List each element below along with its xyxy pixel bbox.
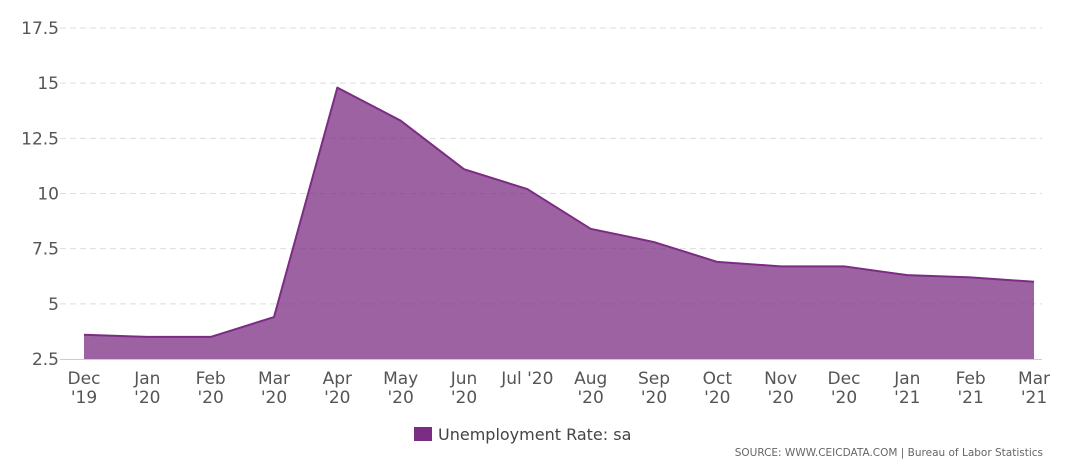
- y-tick-label: 17.5: [21, 19, 59, 39]
- y-tick-label: 15: [37, 74, 59, 94]
- x-tick-label: Feb '21: [956, 369, 986, 408]
- x-tick-label: Oct '20: [703, 369, 733, 408]
- x-tick-label: Jan '20: [133, 369, 160, 408]
- x-tick-label: Feb '20: [196, 369, 226, 408]
- source-note: SOURCE: WWW.CEICDATA.COM | Bureau of Lab…: [735, 447, 1043, 459]
- y-tick-label: 7.5: [32, 240, 59, 260]
- series-area-fill: [84, 87, 1034, 359]
- x-tick-label: Aug '20: [574, 369, 607, 408]
- legend-label: Unemployment Rate: sa: [438, 425, 631, 444]
- x-tick-label: Jun '20: [450, 369, 478, 408]
- x-tick-label: Nov '20: [764, 369, 797, 408]
- legend[interactable]: Unemployment Rate: sa: [414, 425, 631, 444]
- x-tick-label: Sep '20: [638, 369, 670, 408]
- y-axis-labels: 2.5 5 7.5 10 12.5 15 17.5: [21, 19, 59, 370]
- x-tick-label: Jul '20: [500, 369, 553, 389]
- x-tick-label: Apr '20: [323, 369, 352, 408]
- x-tick-label: Jan '21: [893, 369, 920, 408]
- y-tick-label: 12.5: [21, 129, 59, 149]
- legend-swatch: [414, 427, 432, 441]
- y-tick-label: 5: [48, 295, 59, 315]
- y-tick-label: 10: [37, 185, 59, 205]
- series-line: [83, 86, 1035, 338]
- x-tick-label: Mar '20: [258, 369, 290, 408]
- x-tick-label: Dec '19: [68, 369, 101, 408]
- x-tick-label: Dec '20: [828, 369, 861, 408]
- x-tick-label: Mar '21: [1018, 369, 1050, 408]
- series-area: [83, 86, 1035, 359]
- x-axis-labels: Dec '19 Jan '20 Feb '20 Mar '20 Apr '20 May '20 Jun '…: [68, 369, 1050, 408]
- y-tick-label: 2.5: [32, 350, 59, 370]
- x-tick-label: May '20: [383, 369, 418, 408]
